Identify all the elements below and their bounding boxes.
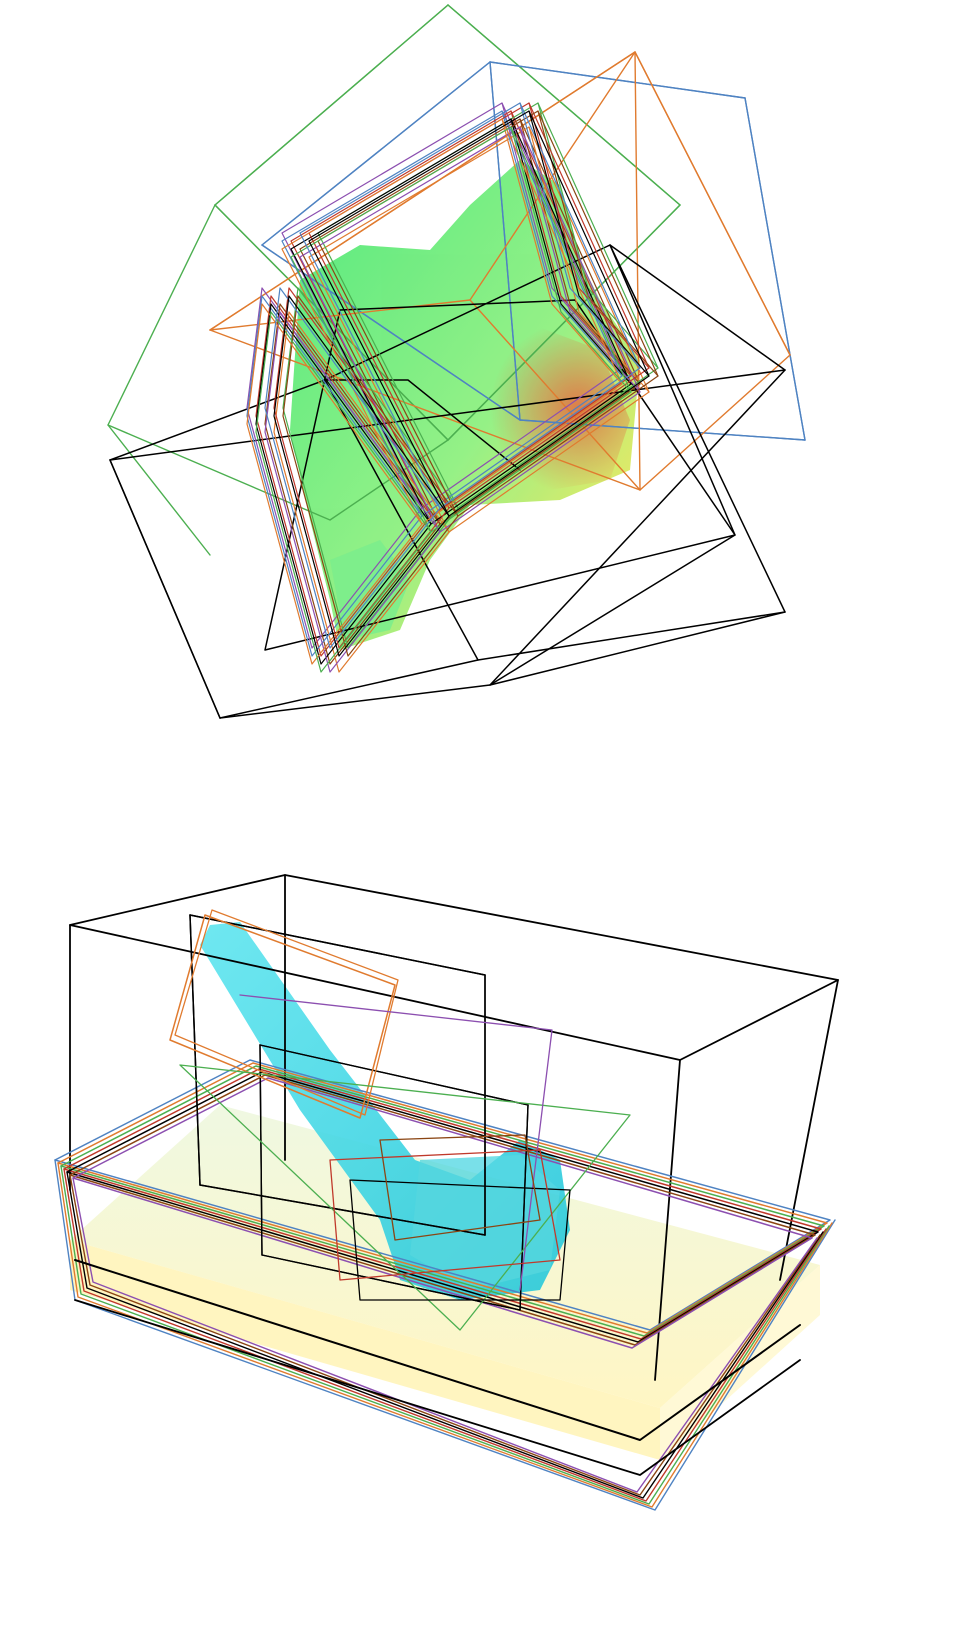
floor-frame-top xyxy=(72,1077,813,1349)
floor-frame-side xyxy=(72,1177,818,1493)
cluster-box-edge xyxy=(510,110,632,377)
blue-outer-box xyxy=(519,419,806,441)
green-outer-box-edge xyxy=(107,204,449,521)
blue-outer-box xyxy=(261,61,491,246)
cluster-box-edge xyxy=(501,102,623,369)
top-render-canvas xyxy=(107,4,806,719)
cluster-box-edge xyxy=(510,126,632,393)
orange-outer-box xyxy=(634,51,791,356)
floor-frame-top xyxy=(69,1074,816,1346)
bottom-wireframe-boxes xyxy=(54,874,839,1511)
cluster-box-face xyxy=(264,287,441,649)
orange-outer-box xyxy=(209,299,471,331)
cluster-box-face xyxy=(273,295,450,657)
cluster-box-face xyxy=(255,295,432,657)
black-core-box xyxy=(349,1179,571,1301)
floor-frame-top xyxy=(60,1065,825,1337)
floor-frame-top xyxy=(57,1062,828,1334)
black-outer-box xyxy=(477,611,786,661)
brown-core-box xyxy=(379,1134,541,1241)
black-inner-box xyxy=(264,299,736,651)
red-core-box xyxy=(329,1149,561,1281)
bottom-render-canvas xyxy=(54,874,839,1511)
blue-outer-box-edge xyxy=(744,97,806,441)
green-outer-box-edge xyxy=(107,424,211,556)
cluster-box-edge xyxy=(510,118,632,385)
cluster-box-face xyxy=(282,295,459,657)
cluster-box-face xyxy=(246,295,423,657)
floor-frame-side xyxy=(66,1171,824,1499)
cluster-box-face xyxy=(273,287,450,649)
black-big-box-top xyxy=(69,874,839,1061)
top-wireframe-boxes xyxy=(107,4,806,719)
cluster-box-edge xyxy=(501,110,623,377)
floor-frame-side xyxy=(60,1165,830,1505)
floor-frame-side xyxy=(63,1168,827,1502)
cluster-box-edge xyxy=(528,110,650,377)
blue-outer-box xyxy=(489,61,746,99)
cluster-box-face xyxy=(264,303,441,665)
black-outer-box xyxy=(109,369,786,461)
floor-frame-bottom xyxy=(74,1259,801,1441)
cluster-box-edge xyxy=(519,102,641,369)
cluster-box-face xyxy=(255,311,432,673)
top-panel-3d-render xyxy=(0,0,966,780)
floor-frame-bottom xyxy=(74,1299,801,1476)
green-mid-box xyxy=(179,1064,631,1331)
purple-mid-box xyxy=(239,994,553,1291)
cluster-box-edge xyxy=(519,126,641,393)
floor-frame-top xyxy=(63,1068,822,1340)
cluster-box-face xyxy=(246,303,423,665)
cluster-box-face xyxy=(282,287,459,649)
bottom-panel-3d-render xyxy=(0,860,966,1640)
cluster-box-face xyxy=(255,303,432,665)
black-outer-box-edge xyxy=(109,459,221,719)
cluster-box-edge xyxy=(519,118,641,385)
black-big-box-edge xyxy=(779,979,839,1281)
cluster-box-face xyxy=(264,311,441,673)
cluster-box-edge xyxy=(528,126,650,393)
cluster-box-face xyxy=(273,311,450,673)
blue-outer-box xyxy=(261,244,521,421)
cluster-box-edge xyxy=(501,118,623,385)
floor-frame-side xyxy=(57,1162,833,1508)
black-outer-box xyxy=(219,684,491,719)
orange-tilted-box xyxy=(174,909,399,1116)
orange-tilted-box xyxy=(169,914,396,1119)
orange-outer-box xyxy=(209,51,636,331)
floor-frame-top xyxy=(54,1059,831,1331)
